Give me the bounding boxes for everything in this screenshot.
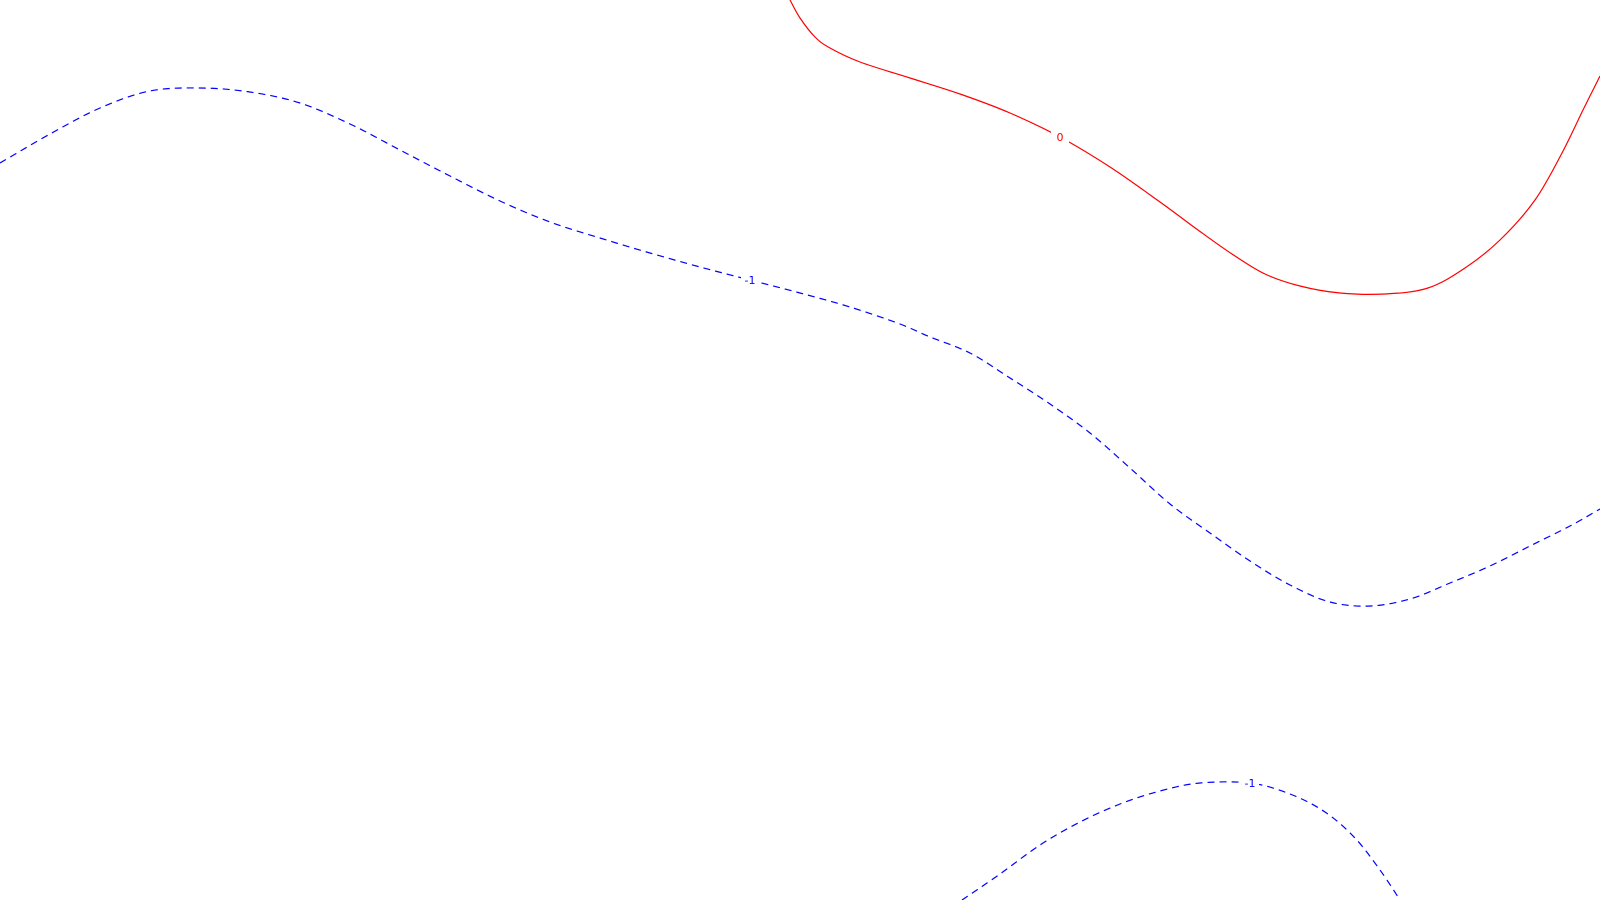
contour-label-background	[741, 273, 759, 287]
contour-label: 0	[1057, 131, 1064, 144]
contour-label-background	[1051, 130, 1069, 144]
contour-labels: 0 -1 -1	[741, 130, 1259, 790]
contour-line-level-0-seg-0	[789, 0, 1600, 295]
contour-line-level--1-seg-0	[0, 87, 1600, 607]
contour-label-background	[1241, 776, 1259, 790]
contour-line-level--1-seg-1	[961, 781, 1401, 900]
contour-label: -1	[1245, 777, 1256, 790]
contour-label: -1	[745, 274, 756, 287]
